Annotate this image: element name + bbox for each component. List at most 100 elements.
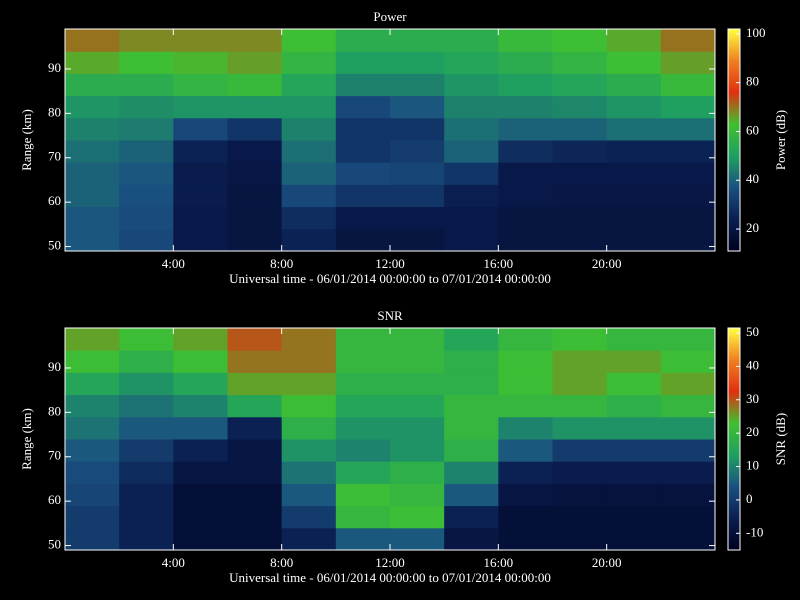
heat-cell bbox=[390, 206, 445, 230]
heat-cell bbox=[444, 461, 499, 484]
heat-cell bbox=[660, 162, 716, 185]
heat-cell bbox=[227, 505, 283, 529]
heat-cell bbox=[444, 184, 499, 208]
heat-cell bbox=[552, 73, 608, 97]
heat-cell bbox=[119, 140, 174, 163]
heat-cell bbox=[390, 372, 445, 396]
x-tick-label: 8:00 bbox=[270, 256, 293, 271]
heat-cell bbox=[390, 416, 445, 440]
heat-cell bbox=[65, 29, 120, 52]
heat-cell bbox=[498, 184, 553, 208]
heat-cell bbox=[65, 394, 120, 418]
heat-cell bbox=[498, 505, 553, 529]
heat-cell bbox=[444, 350, 499, 373]
heat-cell bbox=[660, 350, 716, 373]
x-axis-title: Universal time - 06/01/2014 00:00:00 to … bbox=[229, 271, 551, 286]
heat-cell bbox=[173, 206, 228, 230]
heat-cell bbox=[444, 228, 499, 252]
heat-cell bbox=[227, 350, 283, 373]
heat-cell bbox=[606, 51, 662, 74]
heat-cell bbox=[281, 184, 337, 208]
heat-cell bbox=[660, 483, 716, 507]
heat-cell bbox=[606, 228, 662, 252]
heat-cell bbox=[281, 51, 337, 74]
heat-cell bbox=[552, 394, 608, 418]
heat-cell bbox=[444, 117, 499, 141]
heat-cell bbox=[173, 372, 228, 396]
heat-cell bbox=[552, 328, 608, 351]
heat-cell bbox=[281, 29, 337, 52]
heat-cell bbox=[335, 394, 391, 418]
heat-cell bbox=[281, 416, 337, 440]
heat-cell bbox=[281, 228, 337, 252]
heat-cell bbox=[444, 527, 499, 551]
heat-cell bbox=[606, 117, 662, 141]
heat-cell bbox=[606, 394, 662, 418]
heat-cell bbox=[335, 372, 391, 396]
heat-cell bbox=[552, 51, 608, 74]
heat-cell bbox=[119, 527, 174, 551]
heat-cell bbox=[173, 117, 228, 141]
heat-cell bbox=[227, 162, 283, 185]
heat-cell bbox=[660, 184, 716, 208]
heat-cell bbox=[498, 394, 553, 418]
heat-cell bbox=[119, 184, 174, 208]
heat-cell bbox=[498, 73, 553, 97]
heat-cell bbox=[498, 328, 553, 351]
x-axis-title: Universal time - 06/01/2014 00:00:00 to … bbox=[229, 570, 551, 585]
heat-cell bbox=[227, 206, 283, 230]
heat-cell bbox=[444, 394, 499, 418]
heat-cell bbox=[660, 73, 716, 97]
heat-cell bbox=[335, 505, 391, 529]
heat-cell bbox=[390, 505, 445, 529]
heat-cell bbox=[65, 95, 120, 119]
heat-cell bbox=[390, 461, 445, 484]
heat-cell bbox=[660, 328, 716, 351]
x-tick-label: 16:00 bbox=[484, 555, 514, 570]
heat-cell bbox=[335, 206, 391, 230]
heat-cell bbox=[65, 162, 120, 185]
heat-cell bbox=[335, 461, 391, 484]
heat-cell bbox=[498, 206, 553, 230]
heat-cell bbox=[119, 228, 174, 252]
x-tick-label: 8:00 bbox=[270, 555, 293, 570]
heat-cell bbox=[173, 29, 228, 52]
heat-cell bbox=[119, 483, 174, 507]
heat-cell bbox=[606, 162, 662, 185]
heat-cell bbox=[552, 228, 608, 252]
heat-cell bbox=[227, 394, 283, 418]
heat-cell bbox=[552, 483, 608, 507]
heat-cell bbox=[390, 73, 445, 97]
y-tick-label: 70 bbox=[48, 448, 61, 463]
colorbar-tick-label: 40 bbox=[746, 171, 759, 186]
x-tick-label: 20:00 bbox=[592, 256, 622, 271]
heat-cell bbox=[281, 95, 337, 119]
heat-cell bbox=[119, 350, 174, 373]
heat-cell bbox=[227, 461, 283, 484]
heat-cell bbox=[552, 184, 608, 208]
y-tick-label: 60 bbox=[48, 492, 61, 507]
heat-cell bbox=[660, 394, 716, 418]
colorbar-tick-label: 60 bbox=[746, 122, 759, 137]
heat-cell bbox=[65, 372, 120, 396]
heat-cell bbox=[660, 29, 716, 52]
colorbar-title: SNR (dB) bbox=[773, 413, 788, 465]
heat-cell bbox=[444, 29, 499, 52]
y-tick-label: 60 bbox=[48, 193, 61, 208]
heat-cell bbox=[606, 461, 662, 484]
colorbar-tick-label: 30 bbox=[746, 391, 759, 406]
x-tick-label: 12:00 bbox=[375, 256, 405, 271]
heat-cell bbox=[660, 439, 716, 462]
heat-cell bbox=[390, 140, 445, 163]
heat-cell bbox=[606, 439, 662, 462]
heat-cell bbox=[444, 328, 499, 351]
x-tick-label: 12:00 bbox=[375, 555, 405, 570]
heat-cell bbox=[227, 140, 283, 163]
heat-cell bbox=[173, 416, 228, 440]
y-tick-label: 50 bbox=[48, 238, 61, 253]
heat-cell bbox=[552, 461, 608, 484]
x-tick-label: 4:00 bbox=[162, 256, 185, 271]
heat-cell bbox=[119, 328, 174, 351]
heat-cell bbox=[227, 117, 283, 141]
heat-cell bbox=[173, 328, 228, 351]
